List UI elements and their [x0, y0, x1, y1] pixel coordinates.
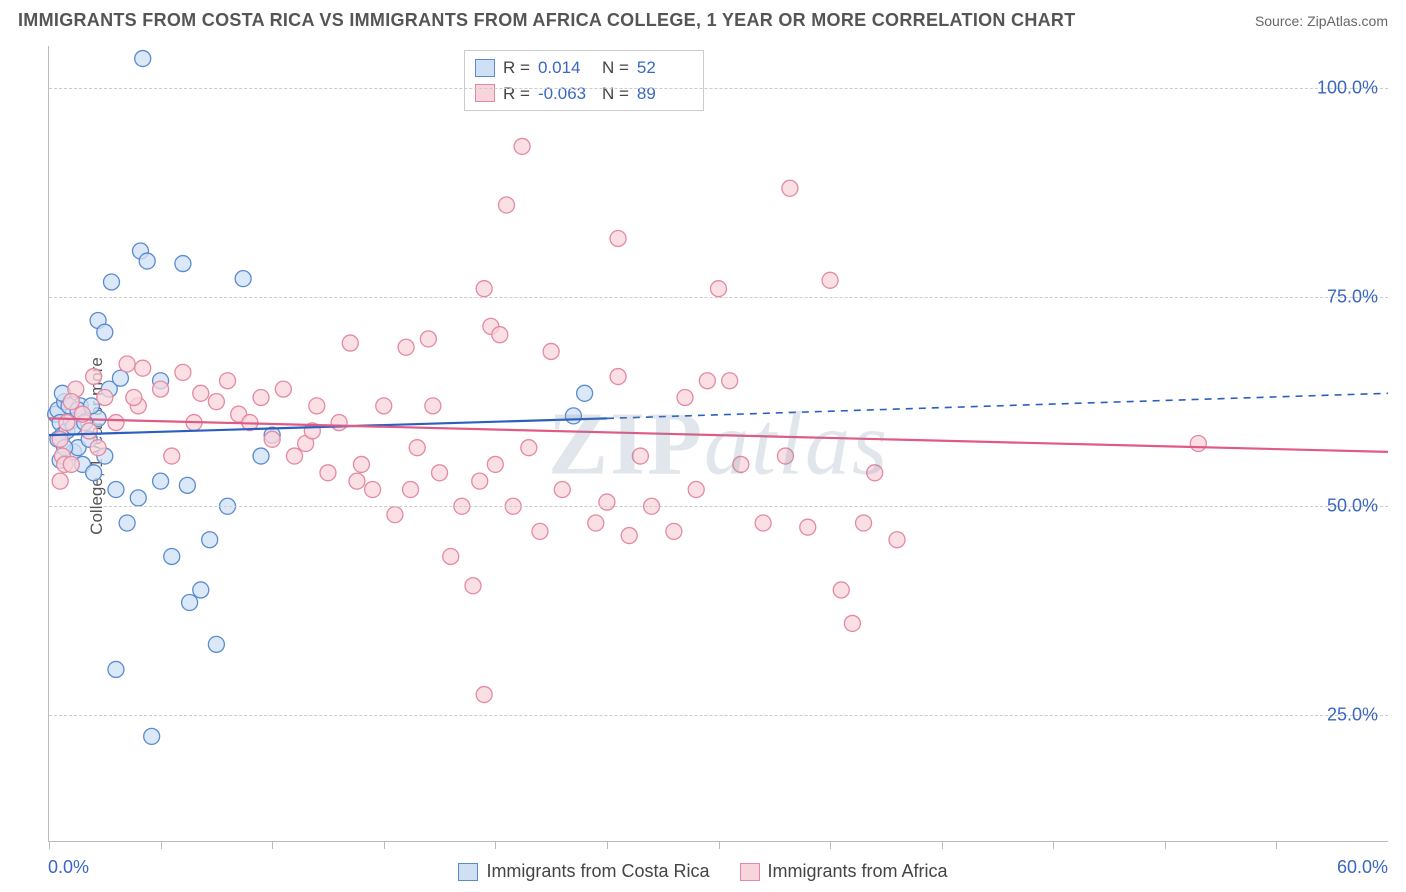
stat-value: -0.063	[538, 81, 594, 107]
x-tick	[161, 841, 162, 849]
x-tick	[384, 841, 385, 849]
chart-title: IMMIGRANTS FROM COSTA RICA VS IMMIGRANTS…	[18, 10, 1076, 31]
stats-row: R = 0.014 N = 52	[475, 55, 693, 81]
x-tick	[942, 841, 943, 849]
y-tick-label: 25.0%	[1327, 705, 1378, 726]
x-tick	[1053, 841, 1054, 849]
gridline	[49, 88, 1388, 89]
gridline	[49, 715, 1388, 716]
y-tick-label: 100.0%	[1317, 77, 1378, 98]
legend-item: Immigrants from Costa Rica	[458, 861, 709, 882]
stat-label: R =	[503, 81, 530, 107]
legend-label: Immigrants from Africa	[768, 861, 948, 882]
x-tick	[1165, 841, 1166, 849]
stat-label: N =	[602, 55, 629, 81]
x-tick	[1276, 841, 1277, 849]
y-tick-label: 75.0%	[1327, 287, 1378, 308]
stat-value: 89	[637, 81, 693, 107]
x-tick	[272, 841, 273, 849]
x-tick	[49, 841, 50, 849]
x-tick	[830, 841, 831, 849]
stat-label: R =	[503, 55, 530, 81]
gridline	[49, 506, 1388, 507]
swatch-icon	[475, 59, 495, 77]
gridline	[49, 297, 1388, 298]
chart-source: Source: ZipAtlas.com	[1255, 13, 1388, 29]
scatter-plot-svg	[49, 46, 1388, 841]
x-tick	[495, 841, 496, 849]
bottom-legend: Immigrants from Costa Rica Immigrants fr…	[0, 861, 1406, 882]
chart-header: IMMIGRANTS FROM COSTA RICA VS IMMIGRANTS…	[0, 0, 1406, 37]
stat-value: 0.014	[538, 55, 594, 81]
legend-item: Immigrants from Africa	[740, 861, 948, 882]
stat-value: 52	[637, 55, 693, 81]
stats-row: R = -0.063 N = 89	[475, 81, 693, 107]
stat-label: N =	[602, 81, 629, 107]
swatch-icon	[740, 863, 760, 881]
x-tick	[719, 841, 720, 849]
y-tick-label: 50.0%	[1327, 496, 1378, 517]
legend-label: Immigrants from Costa Rica	[486, 861, 709, 882]
swatch-icon	[458, 863, 478, 881]
x-tick	[607, 841, 608, 849]
plot-area: ZIPatlas R = 0.014 N = 52 R = -0.063 N =…	[48, 46, 1388, 842]
stats-legend-box: R = 0.014 N = 52 R = -0.063 N = 89	[464, 50, 704, 111]
